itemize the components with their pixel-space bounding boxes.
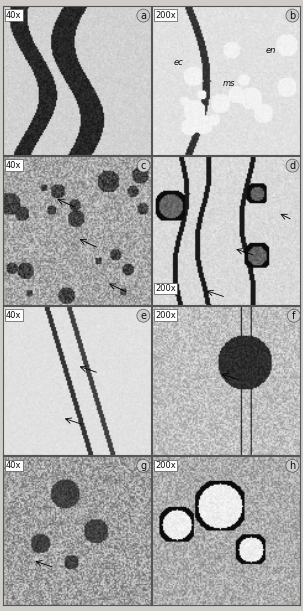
Text: b: b bbox=[289, 10, 295, 21]
Text: en: en bbox=[265, 46, 276, 55]
Text: 40x: 40x bbox=[6, 461, 22, 470]
Text: ms: ms bbox=[223, 79, 235, 88]
Text: 40x: 40x bbox=[6, 10, 22, 20]
Text: h: h bbox=[289, 461, 295, 470]
Text: 200x: 200x bbox=[155, 10, 176, 20]
Text: c: c bbox=[141, 161, 146, 170]
Text: 40x: 40x bbox=[6, 161, 22, 170]
Text: 40x: 40x bbox=[6, 311, 22, 320]
Text: 200x: 200x bbox=[155, 284, 176, 293]
Text: g: g bbox=[140, 461, 146, 470]
Text: 200x: 200x bbox=[155, 461, 176, 470]
Text: 200x: 200x bbox=[155, 311, 176, 320]
Text: e: e bbox=[140, 311, 146, 321]
Text: a: a bbox=[140, 10, 146, 21]
Text: ec: ec bbox=[174, 58, 184, 67]
Text: d: d bbox=[289, 161, 295, 170]
Text: f: f bbox=[292, 311, 295, 321]
